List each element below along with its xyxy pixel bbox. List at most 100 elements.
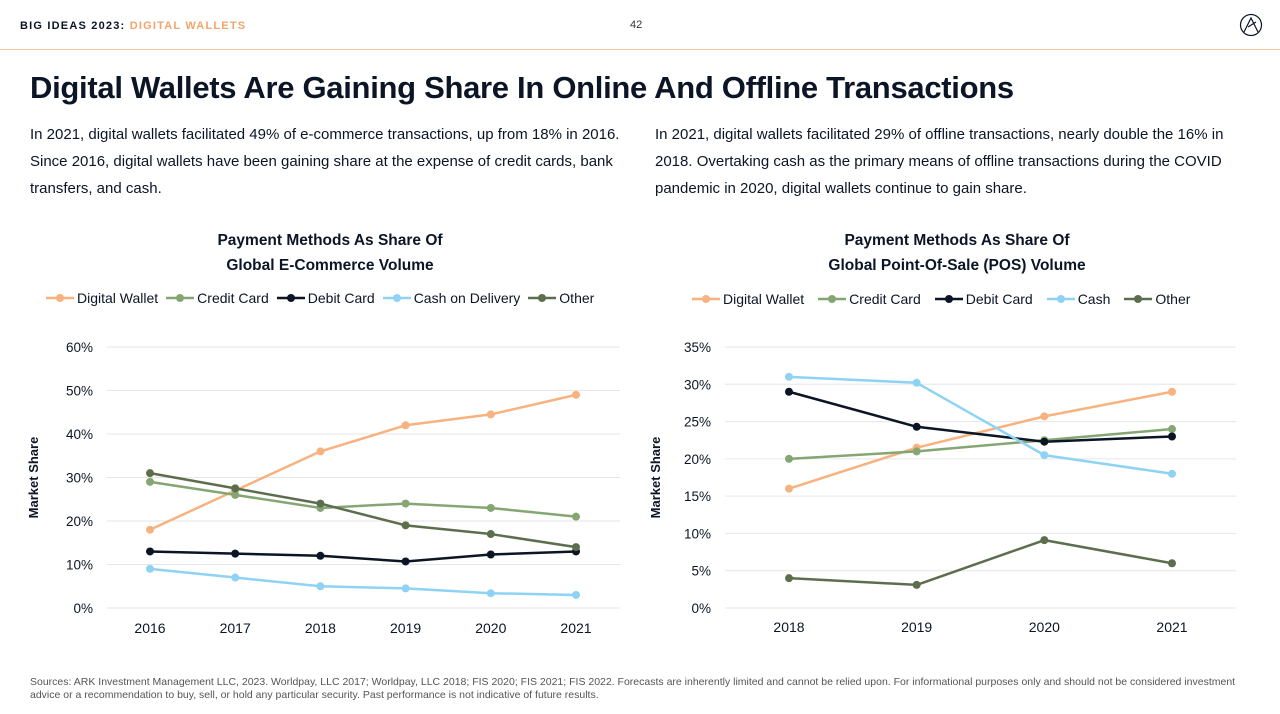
pos-chart-title-line2: Global Point-Of-Sale (POS) Volume: [828, 257, 1086, 274]
data-point-digital-wallet: [146, 525, 154, 534]
legend-label: Debit Card: [307, 290, 375, 306]
y-tick-label: 40%: [66, 427, 93, 442]
data-point-other: [1040, 536, 1049, 545]
y-axis-label: Market Share: [26, 437, 41, 519]
legend-swatch: [46, 294, 74, 302]
data-point-debit-card: [912, 422, 921, 431]
data-point-cash: [1168, 469, 1176, 478]
data-point-digital-wallet: [572, 390, 580, 399]
data-point-debit-card: [401, 557, 410, 566]
data-point-credit-card: [912, 447, 921, 456]
series-line-credit-card: [149, 480, 577, 518]
page-number: 42: [630, 19, 643, 31]
x-tick-label: 2019: [390, 620, 421, 636]
series-line-digital-wallet: [788, 390, 1173, 490]
y-tick-label: 20%: [684, 452, 711, 467]
brand-label: BIG IDEAS 2023: DIGITAL WALLETS: [20, 20, 246, 32]
section-title: DIGITAL WALLETS: [129, 20, 247, 32]
legend-swatch: [934, 295, 963, 303]
data-point-cash-on-delivery: [572, 590, 580, 599]
x-tick-label: 2020: [1029, 619, 1060, 635]
brand-title: BIG IDEAS 2023:: [20, 20, 126, 32]
legend-label: Digital Wallet: [77, 290, 159, 306]
x-tick-label: 2021: [1156, 619, 1187, 635]
y-tick-label: 10%: [684, 526, 711, 541]
data-point-debit-card: [231, 549, 240, 558]
series-line-debit-card: [149, 550, 577, 563]
data-point-other: [486, 530, 495, 539]
data-point-cash-on-delivery: [401, 584, 410, 593]
y-tick-label: 30%: [66, 471, 93, 486]
legend-swatch: [1046, 295, 1075, 303]
legend-label: Cash on Delivery: [413, 290, 521, 306]
y-tick-label: 60%: [66, 340, 93, 355]
x-tick-label: 2018: [773, 619, 804, 635]
data-point-other: [572, 543, 580, 552]
data-point-digital-wallet: [316, 447, 325, 456]
legend-swatch: [382, 294, 411, 302]
x-tick-label: 2020: [475, 620, 506, 636]
legend-item-debit-card: Debit Card: [276, 290, 375, 306]
ecommerce-chart-legend: Digital Wallet Credit Card Debit Card Cash …: [46, 290, 602, 306]
x-tick-label: 2017: [220, 620, 251, 636]
data-point-other: [785, 574, 793, 583]
legend-item-credit-card: Credit Card: [166, 290, 269, 306]
ecommerce-chart-title: Payment Methods As Share Of Global E-Com…: [130, 228, 530, 278]
data-point-digital-wallet: [1040, 412, 1049, 421]
x-tick-label: 2021: [560, 620, 591, 636]
legend-swatch: [1124, 295, 1153, 303]
y-tick-label: 0%: [691, 601, 711, 616]
data-point-debit-card: [486, 550, 495, 559]
data-point-debit-card: [316, 551, 325, 560]
data-point-digital-wallet: [486, 410, 495, 419]
y-tick-label: 35%: [684, 340, 711, 355]
x-tick-label: 2019: [901, 619, 932, 635]
legend-label: Credit Card: [197, 290, 269, 306]
legend-label: Digital Wallet: [723, 291, 805, 307]
data-point-digital-wallet: [1168, 387, 1176, 396]
data-point-cash-on-delivery: [316, 582, 325, 591]
series-line-digital-wallet: [149, 393, 577, 531]
data-point-debit-card: [1040, 437, 1049, 446]
ecommerce-chart-title-line1: Payment Methods As Share Of: [217, 232, 443, 249]
legend-item-cash: Cash: [1046, 291, 1110, 307]
data-point-credit-card: [785, 454, 793, 463]
series-line-debit-card: [788, 390, 1173, 443]
legend-item-other: Other: [1124, 291, 1190, 307]
data-point-other: [316, 499, 325, 508]
data-point-debit-card: [146, 547, 154, 556]
legend-swatch: [166, 294, 195, 302]
y-tick-label: 0%: [73, 601, 93, 616]
data-point-other: [146, 469, 154, 478]
legend-item-digital-wallet: Digital Wallet: [692, 291, 804, 307]
y-axis-label: Market Share: [648, 437, 663, 519]
y-tick-label: 5%: [691, 564, 711, 579]
data-point-credit-card: [1168, 425, 1176, 434]
legend-swatch: [818, 295, 847, 303]
data-point-other: [231, 484, 240, 493]
y-tick-label: 10%: [66, 558, 93, 573]
sources-footnote: Sources: ARK Investment Management LLC, …: [30, 676, 1236, 701]
ark-logo-icon: [1239, 13, 1263, 37]
series-line-other: [788, 538, 1173, 587]
pos-chart-title: Payment Methods As Share Of Global Point…: [757, 228, 1157, 278]
legend-label: Credit Card: [849, 291, 921, 307]
data-point-cash-on-delivery: [146, 564, 154, 573]
series-line-cash-on-delivery: [149, 567, 577, 597]
x-tick-label: 2018: [305, 620, 336, 636]
legend-label: Debit Card: [965, 291, 1033, 307]
legend-swatch: [276, 294, 305, 302]
pos-line-chart: 0% 5% 10% 15% 20% 25% 30% 35% 2018 2019 2020 2021 Ma…: [648, 340, 1236, 635]
page-title: Digital Wallets Are Gaining Share In Onl…: [30, 70, 1014, 105]
data-point-credit-card: [231, 490, 240, 499]
y-tick-label: 15%: [684, 489, 711, 504]
y-tick-label: 20%: [66, 514, 93, 529]
legend-item-digital-wallet: Digital Wallet: [46, 290, 158, 306]
data-point-other: [1168, 559, 1176, 568]
legend-label: Other: [1155, 291, 1191, 307]
series-line-other: [149, 471, 577, 549]
data-point-debit-card: [785, 387, 793, 396]
data-point-credit-card: [146, 477, 154, 486]
legend-item-other: Other: [528, 290, 594, 306]
y-tick-label: 25%: [684, 415, 711, 430]
